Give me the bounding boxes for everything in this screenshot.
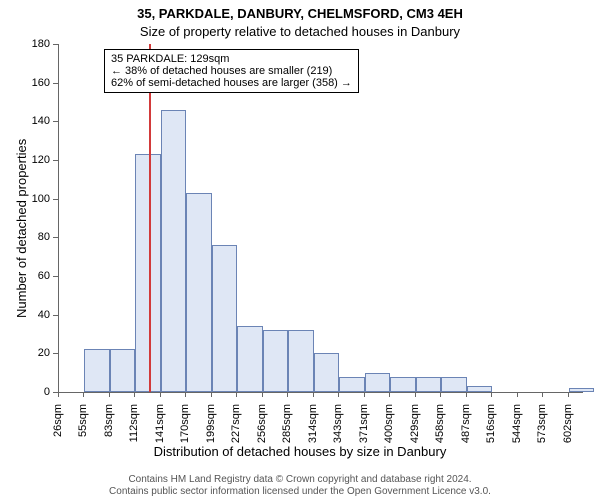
x-tick-label: 516sqm (485, 404, 497, 454)
x-tick-label: 602sqm (562, 404, 574, 454)
x-tick-label: 314sqm (307, 404, 319, 454)
histogram-bar (110, 349, 135, 392)
x-axis-label: Distribution of detached houses by size … (0, 444, 600, 459)
x-tick-label: 343sqm (332, 404, 344, 454)
histogram-bar (186, 193, 211, 392)
histogram-bar (314, 353, 339, 392)
y-tick-mark (53, 44, 58, 45)
x-tick-mark (415, 392, 416, 397)
x-tick-mark (83, 392, 84, 397)
x-tick-label: 141sqm (154, 404, 166, 454)
footer-line-2: Contains public sector information licen… (0, 486, 600, 498)
histogram-bar (288, 330, 313, 392)
x-tick-label: 285sqm (281, 404, 293, 454)
x-tick-mark (542, 392, 543, 397)
y-tick-mark (53, 237, 58, 238)
x-tick-label: 26sqm (52, 404, 64, 454)
chart-subtitle: Size of property relative to detached ho… (0, 24, 600, 39)
x-tick-label: 544sqm (511, 404, 523, 454)
chart-container: 35, PARKDALE, DANBURY, CHELMSFORD, CM3 4… (0, 0, 600, 500)
y-tick-mark (53, 83, 58, 84)
y-tick-label: 180 (20, 38, 50, 50)
x-tick-label: 227sqm (230, 404, 242, 454)
histogram-bar (441, 377, 466, 392)
x-tick-label: 371sqm (358, 404, 370, 454)
y-tick-mark (53, 315, 58, 316)
y-tick-label: 40 (20, 309, 50, 321)
x-tick-mark (466, 392, 467, 397)
y-tick-mark (53, 121, 58, 122)
annotation-line-3: 62% of semi-detached houses are larger (… (111, 77, 352, 89)
x-tick-label: 400sqm (383, 404, 395, 454)
x-tick-mark (236, 392, 237, 397)
annotation-box: 35 PARKDALE: 129sqm ← 38% of detached ho… (104, 49, 359, 93)
histogram-bar (263, 330, 288, 392)
y-tick-label: 100 (20, 193, 50, 205)
y-tick-mark (53, 353, 58, 354)
histogram-bar (237, 326, 262, 392)
x-tick-label: 170sqm (179, 404, 191, 454)
x-tick-mark (491, 392, 492, 397)
x-tick-mark (440, 392, 441, 397)
histogram-bar (390, 377, 415, 392)
x-tick-mark (364, 392, 365, 397)
x-tick-mark (568, 392, 569, 397)
y-tick-mark (53, 160, 58, 161)
x-tick-mark (185, 392, 186, 397)
histogram-bar (212, 245, 237, 392)
footer-line-1: Contains HM Land Registry data © Crown c… (0, 474, 600, 486)
x-tick-label: 429sqm (409, 404, 421, 454)
chart-title: 35, PARKDALE, DANBURY, CHELMSFORD, CM3 4… (0, 6, 600, 21)
y-tick-label: 20 (20, 347, 50, 359)
x-tick-mark (109, 392, 110, 397)
histogram-bar (161, 110, 186, 392)
x-tick-mark (287, 392, 288, 397)
x-tick-label: 256sqm (256, 404, 268, 454)
x-tick-mark (134, 392, 135, 397)
y-tick-label: 140 (20, 115, 50, 127)
histogram-bar (339, 377, 364, 392)
property-marker-line (149, 44, 151, 392)
y-tick-label: 0 (20, 386, 50, 398)
x-tick-label: 199sqm (205, 404, 217, 454)
y-tick-label: 120 (20, 154, 50, 166)
x-tick-mark (313, 392, 314, 397)
annotation-line-1: 35 PARKDALE: 129sqm (111, 53, 352, 65)
plot-area: 35 PARKDALE: 129sqm ← 38% of detached ho… (58, 44, 583, 393)
x-tick-label: 112sqm (128, 404, 140, 454)
x-tick-label: 487sqm (460, 404, 472, 454)
x-tick-mark (517, 392, 518, 397)
x-tick-label: 573sqm (536, 404, 548, 454)
x-tick-mark (389, 392, 390, 397)
annotation-line-2: ← 38% of detached houses are smaller (21… (111, 65, 352, 77)
y-tick-mark (53, 276, 58, 277)
histogram-bar (569, 388, 594, 392)
footer-attribution: Contains HM Land Registry data © Crown c… (0, 474, 600, 498)
x-tick-mark (262, 392, 263, 397)
histogram-bar (135, 154, 160, 392)
x-tick-label: 458sqm (434, 404, 446, 454)
x-tick-mark (338, 392, 339, 397)
y-tick-mark (53, 199, 58, 200)
x-tick-label: 83sqm (103, 404, 115, 454)
y-tick-label: 80 (20, 231, 50, 243)
histogram-bar (365, 373, 390, 392)
y-tick-label: 160 (20, 77, 50, 89)
x-tick-mark (160, 392, 161, 397)
x-tick-label: 55sqm (77, 404, 89, 454)
x-tick-mark (211, 392, 212, 397)
histogram-bar (84, 349, 109, 392)
x-tick-mark (58, 392, 59, 397)
histogram-bar (416, 377, 441, 392)
histogram-bar (467, 386, 492, 392)
y-tick-label: 60 (20, 270, 50, 282)
